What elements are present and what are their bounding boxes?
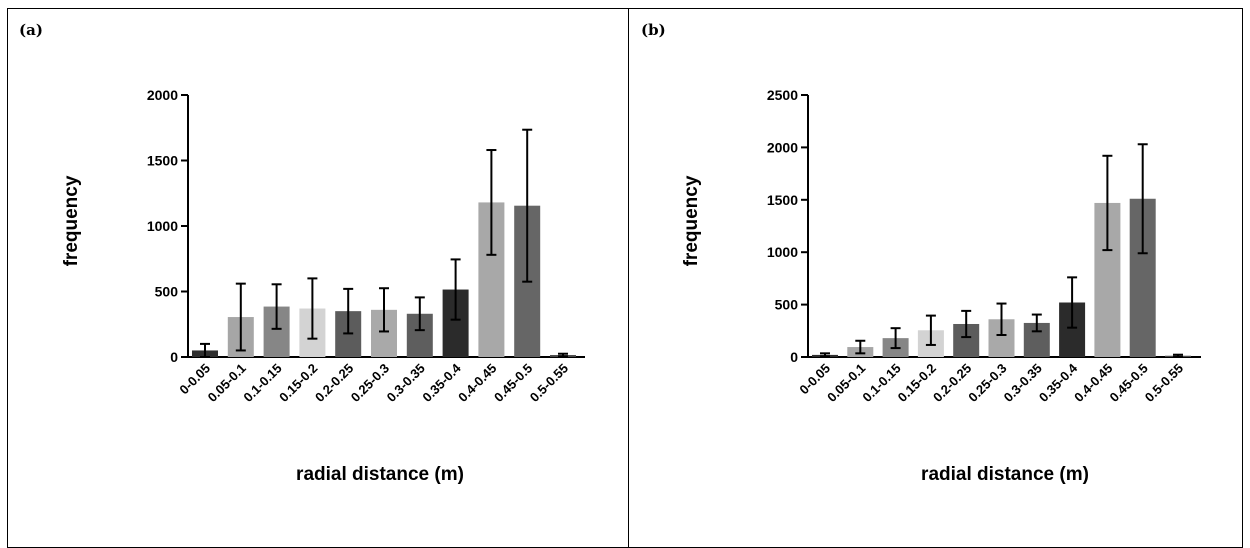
y-tick-label: 1000 [767, 244, 798, 260]
x-tick-label: 0.4-0.45 [455, 361, 499, 405]
x-tick-label: 0.1-0.15 [240, 361, 284, 405]
y-tick-label: 0 [790, 349, 798, 365]
panel-label-a: (a) [19, 21, 43, 39]
panel-b: (b) 0 500 1000 1500 2000 2500 0-0.05 0.05-0.1 0.… [629, 0, 1250, 535]
panel-divider [628, 8, 629, 548]
x-tick-label: 0.3-0.35 [1001, 361, 1045, 405]
x-tick-label: 0.5-0.55 [1142, 361, 1186, 405]
x-tick-label: 0.45-0.5 [491, 361, 535, 405]
x-tick-label: 0.1-0.15 [859, 361, 903, 405]
x-tick-label: 0.25-0.3 [348, 361, 392, 405]
y-tick-label: 1500 [767, 192, 798, 208]
x-tick-label: 0.35-0.4 [419, 360, 464, 405]
panel-a: (a) 0 500 1000 1500 2000 0-0.05 0.05-0.1 0.1-0.… [0, 0, 628, 535]
chart-b: 050010001500200025000-0.050.05-0.10.1-0.… [681, 87, 1201, 485]
x-axis-title: radial distance (m) [921, 464, 1089, 485]
x-tick-label: 0.45-0.5 [1106, 361, 1150, 405]
x-tick-label: 0.3-0.35 [384, 361, 428, 405]
x-tick-label: 0.4-0.45 [1071, 361, 1115, 405]
x-tick-label: 0.15-0.2 [895, 361, 939, 405]
x-tick-label: 0.05-0.1 [824, 361, 868, 405]
y-tick-label: 500 [775, 297, 799, 313]
y-tick-label: 2000 [147, 87, 178, 103]
y-tick-label: 500 [155, 284, 179, 300]
x-tick-label: 0.5-0.55 [527, 361, 571, 405]
y-axis-title: frequency [681, 175, 702, 266]
y-axis-title: frequency [61, 175, 82, 266]
panel-label-b: (b) [641, 21, 666, 39]
x-tick-label: 0.05-0.1 [205, 361, 249, 405]
y-tick-label: 2500 [767, 87, 798, 103]
chart-a: 05001000150020000-0.050.05-0.10.1-0.150.… [61, 87, 585, 485]
x-tick-label: 0.2-0.25 [312, 361, 356, 405]
y-tick-label: 0 [170, 349, 178, 365]
y-tick-label: 1500 [147, 153, 178, 169]
x-axis-title: radial distance (m) [296, 464, 464, 485]
y-tick-label: 2000 [767, 139, 798, 155]
x-tick-label: 0.25-0.3 [965, 361, 1009, 405]
y-tick-label: 1000 [147, 218, 178, 234]
x-tick-label: 0.15-0.2 [276, 361, 320, 405]
x-tick-label: 0.2-0.25 [930, 361, 974, 405]
